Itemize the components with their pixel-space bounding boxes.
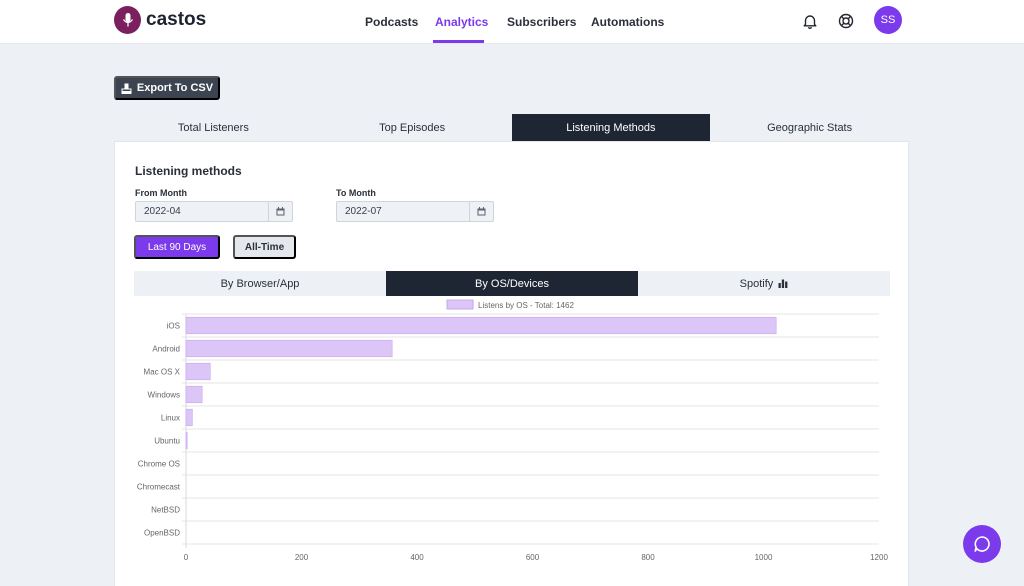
tab-top-episodes[interactable]: Top Episodes <box>379 121 446 134</box>
from-month-label: From Month <box>135 188 187 198</box>
bar <box>185 362 211 381</box>
os-devices-bar-chart: Listens by OS - Total: 1462 iOS Android Mac… <box>134 296 890 586</box>
castos-logo[interactable]: castos <box>114 6 206 34</box>
top-navigation-bar: castos Podcasts Analytics Subscribers Au… <box>0 0 1024 44</box>
subtab-browser-app[interactable]: By Browser/App <box>134 271 386 296</box>
bar <box>185 339 393 358</box>
bar <box>185 431 188 450</box>
nav-subscribers[interactable]: Subscribers <box>507 15 577 29</box>
category-label: Ubuntu <box>154 437 180 446</box>
nav-analytics[interactable]: Analytics <box>435 15 489 29</box>
x-tick-label: 200 <box>295 553 309 562</box>
tab-listening-methods[interactable]: Listening Methods <box>511 114 711 141</box>
subtab-browser-app-label: By Browser/App <box>220 277 300 290</box>
subtab-os-devices-label: By OS/Devices <box>475 277 549 290</box>
tab-total-listeners[interactable]: Total Listeners <box>177 121 249 134</box>
category-label: Windows <box>148 391 180 400</box>
chart-background <box>134 296 890 586</box>
analytics-tabs: Total Listeners Top Episodes Listening M… <box>114 114 909 141</box>
bar <box>185 385 203 404</box>
chat-icon <box>974 536 990 552</box>
bell-icon[interactable] <box>801 12 819 30</box>
nav-podcasts[interactable]: Podcasts <box>365 15 419 29</box>
category-label: Android <box>152 345 180 354</box>
bar-chart-icon <box>778 279 788 288</box>
tab-geographic-stats[interactable]: Geographic Stats <box>767 121 853 134</box>
nav-automations[interactable]: Automations <box>591 15 665 29</box>
from-month-input[interactable]: 2022-04 <box>135 201 293 222</box>
logo-wordmark: castos <box>146 9 207 30</box>
x-tick-label: 0 <box>184 553 189 562</box>
bar <box>185 316 777 335</box>
subtab-os-devices[interactable]: By OS/Devices <box>386 271 638 296</box>
to-month-value: 2022-07 <box>345 206 382 217</box>
chat-support-button[interactable] <box>963 525 1001 563</box>
bar <box>185 408 193 427</box>
category-label: Linux <box>161 414 180 423</box>
listening-methods-panel: Listening methods From Month 2022-04 To … <box>114 141 909 586</box>
to-month-label: To Month <box>336 188 376 198</box>
category-label: iOS <box>167 322 180 331</box>
support-icon[interactable] <box>837 12 855 30</box>
to-month-input[interactable]: 2022-07 <box>336 201 494 222</box>
panel-title: Listening methods <box>135 164 242 178</box>
x-tick-label: 400 <box>410 553 424 562</box>
export-csv-button[interactable]: Export To CSV <box>114 76 220 100</box>
x-tick-label: 1000 <box>755 553 773 562</box>
category-label: NetBSD <box>151 506 180 515</box>
category-label: Mac OS X <box>144 368 181 377</box>
category-label: Chromecast <box>137 483 181 492</box>
from-month-value: 2022-04 <box>144 206 181 217</box>
microphone-icon <box>114 6 141 34</box>
export-csv-label: Export To CSV <box>136 82 214 94</box>
x-tick-label: 800 <box>641 553 655 562</box>
last-90-days-button[interactable]: Last 90 Days <box>134 235 220 259</box>
calendar-icon[interactable] <box>469 202 493 221</box>
category-label: OpenBSD <box>144 529 180 538</box>
category-label: Chrome OS <box>138 460 180 469</box>
all-time-button[interactable]: All-Time <box>233 235 296 259</box>
subtab-spotify[interactable]: Spotify <box>638 271 890 296</box>
x-tick-label: 600 <box>526 553 540 562</box>
legend-swatch <box>446 299 474 310</box>
calendar-icon[interactable] <box>268 202 292 221</box>
subtab-spotify-label: Spotify <box>739 277 774 290</box>
active-nav-indicator <box>433 40 484 43</box>
listening-method-subtabs: By Browser/App By OS/Devices Spotify <box>134 271 890 296</box>
legend-label: Listens by OS - Total: 1462 <box>478 301 574 310</box>
x-tick-label: 1200 <box>870 553 888 562</box>
export-icon <box>121 83 132 94</box>
user-avatar[interactable]: SS <box>874 6 902 34</box>
